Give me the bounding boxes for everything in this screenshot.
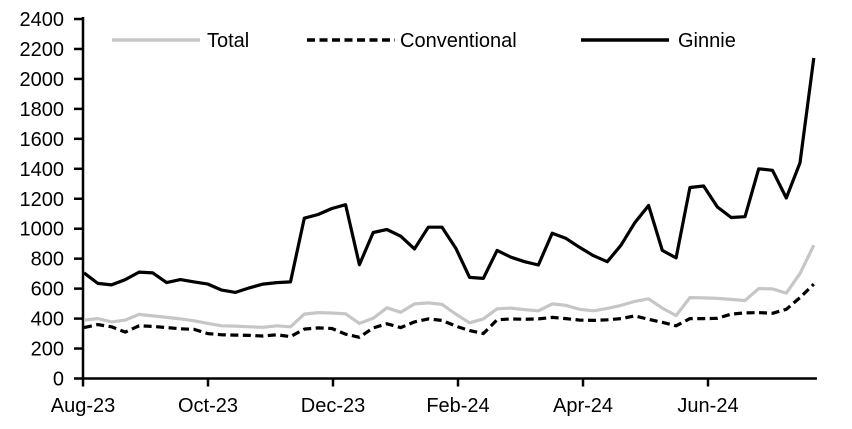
x-tick-label: Aug-23 (51, 395, 116, 417)
legend-label-total: Total (207, 30, 249, 52)
y-tick-label: 400 (31, 309, 64, 331)
x-tick-label: Oct-23 (178, 395, 238, 417)
legend-label-conventional: Conventional (400, 30, 517, 52)
x-tick-label: Dec-23 (301, 395, 365, 417)
y-tick-label: 1800 (20, 99, 65, 121)
y-tick-label: 600 (31, 279, 64, 301)
y-tick-label: 800 (31, 249, 64, 271)
y-tick-label: 1000 (20, 219, 65, 241)
legend-label-ginnie: Ginnie (678, 30, 736, 52)
ginnie-series-line (83, 57, 816, 294)
conventional-series-line (83, 282, 815, 339)
y-tick-label: 2200 (20, 39, 65, 61)
y-tick-label: 2000 (20, 69, 65, 91)
x-tick-label: Apr-24 (553, 395, 613, 417)
y-tick-label: 0 (53, 369, 64, 391)
total-series-line (83, 244, 816, 329)
x-tick-label: Jun-24 (677, 395, 738, 417)
y-tick-label: 1200 (20, 189, 65, 211)
y-tick-label: 200 (31, 339, 64, 361)
y-tick-label: 1600 (20, 129, 65, 151)
y-tick-label: 1400 (20, 159, 65, 181)
y-tick-label: 2400 (20, 9, 65, 31)
x-tick-label: Feb-24 (426, 395, 489, 417)
